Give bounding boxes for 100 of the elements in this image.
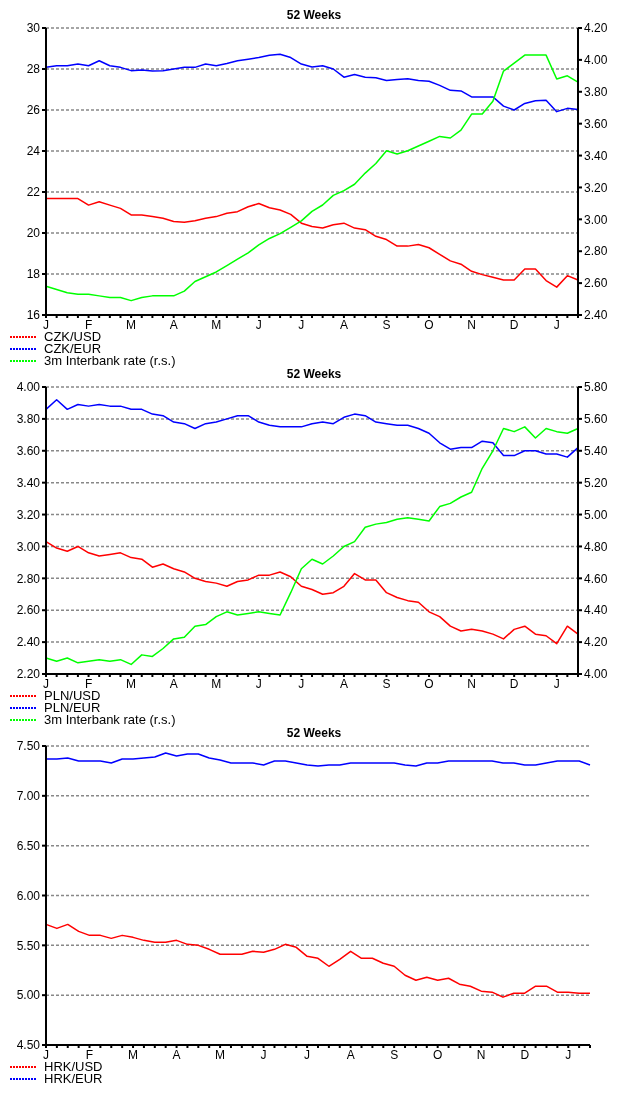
y-tick-label: 24: [26, 144, 41, 159]
x-tick-label: J: [255, 676, 262, 691]
x-tick-label: O: [424, 317, 434, 332]
y2-tick-label: 2.40: [584, 308, 608, 323]
x-tick-label: J: [304, 1047, 311, 1062]
y-tick-label: 3.80: [16, 412, 41, 427]
x-tick-label: S: [382, 676, 391, 691]
legend-label: HRK/USD: [44, 1059, 103, 1074]
x-tick-label: J: [43, 317, 49, 332]
line-series: [45, 54, 579, 302]
y2-tick-label: 3.00: [584, 212, 608, 227]
y-tick-label: 2.60: [16, 603, 41, 618]
y-tick-label: 5.00: [16, 988, 41, 1003]
x-tick-label: A: [169, 317, 178, 332]
y2-tick-label: 2.80: [584, 244, 608, 259]
chart-title: 52 Weeks: [285, 367, 343, 381]
legend-label: CZK/USD: [44, 329, 102, 344]
x-tick-label: J: [553, 317, 560, 332]
x-tick-label: A: [172, 1047, 181, 1062]
x-tick-label: J: [565, 1047, 572, 1062]
x-tick-label: N: [467, 676, 476, 691]
x-tick-label: M: [128, 1047, 139, 1062]
x-tick-label: M: [126, 676, 137, 691]
legend-label: 3m Interbank rate (r.s.): [44, 353, 176, 368]
x-tick-label: A: [339, 317, 348, 332]
x-tick-label: J: [553, 676, 560, 691]
x-tick-label: A: [346, 1047, 355, 1062]
x-tick-label: J: [255, 317, 262, 332]
x-tick-label: D: [509, 317, 519, 332]
y2-tick-label: 2.60: [584, 276, 608, 291]
chart-title: 52 Weeks: [285, 726, 343, 740]
y2-tick-label: 4.40: [584, 603, 608, 618]
line-series: [45, 540, 579, 645]
x-tick-label: N: [476, 1047, 486, 1062]
x-tick-label: A: [169, 676, 178, 691]
y-tick-label: 3.40: [16, 475, 41, 490]
y-tick-label: 30: [26, 21, 41, 36]
y2-tick-label: 5.00: [584, 507, 608, 522]
x-tick-label: F: [85, 1047, 94, 1062]
y-tick-label: 6.50: [16, 838, 41, 853]
y2-tick-label: 3.80: [584, 85, 608, 100]
y2-tick-label: 4.00: [584, 53, 608, 68]
x-tick-label: O: [424, 676, 434, 691]
y2-tick-label: 5.60: [584, 412, 608, 427]
legend-label: 3m Interbank rate (r.s.): [44, 712, 176, 727]
legend-label: PLN/USD: [44, 688, 101, 703]
x-tick-label: D: [509, 676, 519, 691]
x-tick-label: M: [211, 317, 222, 332]
x-tick-label: O: [433, 1047, 443, 1062]
y2-tick-label: 5.20: [584, 475, 608, 490]
y2-tick-label: 4.20: [584, 635, 608, 650]
line-series: [45, 923, 591, 998]
x-tick-label: D: [520, 1047, 530, 1062]
x-tick-label: J: [43, 676, 49, 691]
y-tick-label: 2.20: [16, 667, 41, 682]
chart-title: 52 Weeks: [285, 8, 343, 22]
x-tick-label: S: [382, 317, 391, 332]
line-series: [45, 752, 591, 767]
x-tick-label: M: [211, 676, 222, 691]
x-tick-label: J: [260, 1047, 267, 1062]
legend-label: PLN/EUR: [44, 700, 101, 715]
y2-tick-label: 3.40: [584, 148, 608, 163]
x-tick-label: A: [339, 676, 348, 691]
x-tick-label: J: [43, 1047, 49, 1062]
y-tick-label: 16: [26, 308, 41, 323]
y-tick-label: 7.00: [16, 789, 41, 804]
y2-tick-label: 4.00: [584, 667, 608, 682]
legend-label: HRK/EUR: [44, 1071, 103, 1086]
y2-tick-label: 5.40: [584, 444, 608, 459]
y-tick-label: 4.50: [16, 1038, 41, 1053]
x-tick-label: F: [84, 317, 93, 332]
x-tick-label: M: [215, 1047, 226, 1062]
line-series: [45, 53, 579, 113]
y-tick-label: 4.00: [16, 380, 41, 395]
y2-tick-label: 4.60: [584, 571, 608, 586]
x-tick-label: J: [298, 317, 305, 332]
y-tick-label: 3.00: [16, 539, 41, 554]
x-tick-label: N: [467, 317, 476, 332]
y-tick-label: 7.50: [16, 739, 41, 754]
y-tick-label: 2.40: [16, 635, 41, 650]
line-series: [45, 399, 579, 458]
y2-tick-label: 3.60: [584, 116, 608, 131]
y-tick-label: 22: [26, 185, 41, 200]
line-series: [45, 197, 579, 288]
y-tick-label: 20: [26, 226, 41, 241]
y-tick-label: 3.60: [16, 444, 41, 459]
x-tick-label: S: [390, 1047, 399, 1062]
y2-tick-label: 5.80: [584, 380, 608, 395]
y-tick-label: 6.00: [16, 888, 41, 903]
line-series: [45, 426, 579, 666]
legend-label: CZK/EUR: [44, 341, 102, 356]
y-tick-label: 5.50: [16, 938, 41, 953]
x-tick-label: J: [298, 676, 305, 691]
y-tick-label: 3.20: [16, 507, 41, 522]
y-tick-label: 2.80: [16, 571, 41, 586]
y-tick-label: 26: [26, 103, 41, 118]
x-tick-label: F: [84, 676, 93, 691]
y2-tick-label: 3.20: [584, 180, 608, 195]
y-tick-label: 18: [26, 267, 41, 282]
y-tick-label: 28: [26, 62, 41, 77]
